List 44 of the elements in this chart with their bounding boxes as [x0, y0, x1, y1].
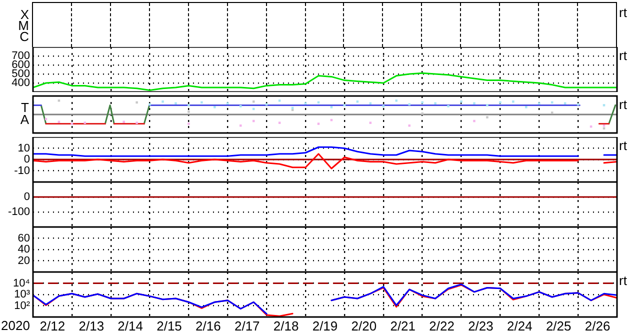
- x-axis-title: 2020: [1, 318, 30, 334]
- x-tick-label: 2/14: [118, 318, 143, 334]
- y-tick-label: 10: [18, 142, 30, 154]
- point: [252, 120, 255, 122]
- text: A: [20, 112, 30, 128]
- point: [278, 99, 281, 102]
- y-tick-label: 0: [24, 191, 30, 204]
- point: [395, 99, 398, 102]
- text: rt: [619, 97, 628, 112]
- y-tick-label: 40: [18, 244, 30, 256]
- text: rt: [619, 48, 628, 64]
- x-tick-label: 2/18: [273, 318, 299, 334]
- y-tick-label: 10³: [14, 288, 30, 301]
- y-tick-label: 10²: [14, 300, 30, 312]
- y-tick-label: 20: [18, 254, 30, 267]
- y-tick-label: -100: [8, 206, 30, 218]
- y-tick-label: 10⁴: [13, 277, 30, 290]
- x-tick-label: 2/25: [546, 318, 572, 334]
- x-tick-label: 2/13: [78, 318, 104, 334]
- text: rt: [619, 138, 628, 154]
- point: [58, 99, 60, 102]
- x-tick-label: 2/24: [507, 318, 532, 334]
- point: [252, 100, 255, 103]
- point: [602, 127, 606, 130]
- text: T: [21, 100, 30, 115]
- point: [576, 103, 580, 106]
- y-tick-label: 60: [18, 232, 30, 244]
- y-tick-label: -10: [14, 164, 30, 177]
- point: [252, 108, 255, 110]
- x-tick-label: 2/22: [429, 318, 454, 334]
- x-tick-label: 2/19: [312, 318, 338, 334]
- text: rt: [619, 273, 628, 288]
- y-tick-label: 400: [12, 77, 30, 90]
- x-tick-label: 2/12: [40, 318, 66, 334]
- x-tick-label: 2/15: [156, 318, 182, 334]
- y-tick-label: 0: [24, 154, 30, 166]
- text: rt: [619, 5, 627, 20]
- x-tick-label: 2/17: [234, 318, 260, 334]
- x-tick-label: 2/21: [390, 318, 416, 334]
- point: [265, 103, 268, 106]
- x-tick-label: 2/26: [584, 318, 610, 334]
- x-tick-label: 2/23: [468, 318, 494, 334]
- x-tick-label: 2/20: [351, 318, 377, 334]
- x-tick-label: 2/16: [196, 318, 221, 334]
